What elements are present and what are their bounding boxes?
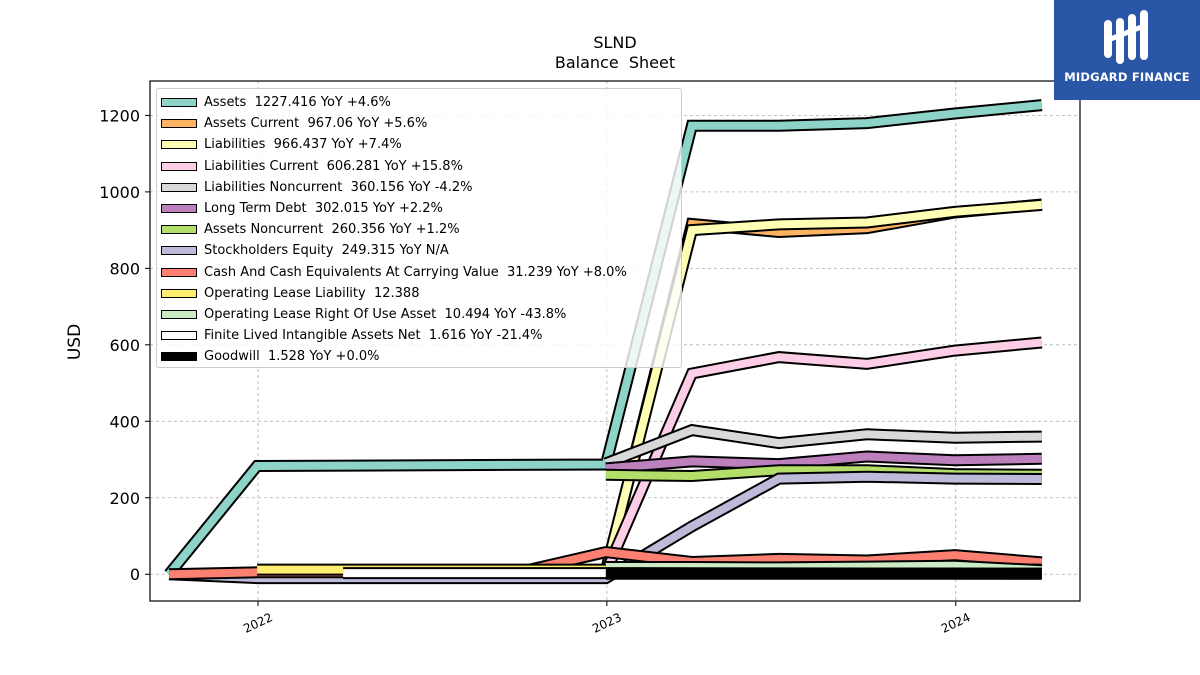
legend-label: Goodwill 1.528 YoY +0.0% (204, 349, 380, 365)
legend-swatch (161, 225, 197, 235)
legend-swatch (161, 204, 197, 214)
legend-item: Liabilities Current 606.281 YoY +15.8% (157, 156, 681, 177)
legend-item: Assets Noncurrent 260.356 YoY +1.2% (157, 219, 681, 240)
legend-item: Operating Lease Liability 12.388 (157, 283, 681, 304)
legend-label: Liabilities Current 606.281 YoY +15.8% (204, 158, 463, 174)
brand-name: MIDGARD FINANCE (1064, 70, 1190, 84)
legend-label: Liabilities 966.437 YoY +7.4% (204, 137, 402, 153)
legend-swatch (161, 119, 197, 129)
legend-item: Stockholders Equity 249.315 YoY N/A (157, 240, 681, 261)
legend-swatch (161, 246, 197, 256)
series-line (605, 561, 1043, 575)
y-tick-label: 200 (109, 489, 140, 508)
y-axis-label: USD (65, 324, 85, 360)
legend-item: Operating Lease Right Of Use Asset 10.49… (157, 304, 681, 325)
legend-label: Stockholders Equity 249.315 YoY N/A (204, 243, 449, 259)
legend-swatch (161, 182, 197, 192)
legend-item: Cash And Cash Equivalents At Carrying Va… (157, 262, 681, 283)
y-tick-label: 1200 (99, 106, 140, 125)
legend-label: Operating Lease Liability 12.388 (204, 285, 420, 301)
legend-item: Assets Current 967.06 YoY +5.6% (157, 113, 681, 134)
legend-label: Finite Lived Intangible Assets Net 1.616… (204, 328, 543, 344)
legend-item: Long Term Debt 302.015 YoY +2.2% (157, 198, 681, 219)
y-axis-ticks: 0 200 400 600 800 1000 1200 (99, 106, 150, 584)
legend-swatch (161, 352, 197, 362)
legend-item: Liabilities 966.437 YoY +7.4% (157, 134, 681, 155)
y-tick-label: 800 (109, 259, 140, 278)
series-line (605, 452, 1042, 473)
y-tick-label: 400 (109, 412, 140, 431)
legend-label: Assets 1227.416 YoY +4.6% (204, 95, 391, 111)
x-axis-ticks: 2022 2023 2024 (241, 601, 973, 636)
plot-frame (149, 80, 1081, 602)
x-tick-label: 2023 (590, 610, 624, 636)
legend-swatch (161, 288, 197, 298)
y-tick-label: 600 (109, 336, 140, 355)
legend-swatch (161, 309, 197, 319)
legend-label: Liabilities Noncurrent 360.156 YoY -4.2% (204, 179, 473, 195)
legend-swatch (161, 98, 197, 108)
legend-label: Assets Noncurrent 260.356 YoY +1.2% (204, 222, 460, 238)
legend-item: Finite Lived Intangible Assets Net 1.616… (157, 325, 681, 346)
series-line (604, 425, 1042, 468)
legend-item: Assets 1227.416 YoY +4.6% (157, 92, 681, 113)
legend-label: Assets Current 967.06 YoY +5.6% (204, 116, 428, 132)
y-tick-label: 0 (130, 565, 140, 584)
legend-label: Operating Lease Right Of Use Asset 10.49… (204, 306, 567, 322)
legend-item: Goodwill 1.528 YoY +0.0% (157, 346, 681, 367)
series-line (165, 101, 1043, 577)
chart-title: SLND (593, 33, 636, 52)
legend-swatch (161, 140, 197, 150)
legend-swatch (161, 267, 197, 277)
y-tick-label: 1000 (99, 183, 140, 202)
x-tick-label: 2022 (241, 610, 275, 636)
legend: Assets 1227.416 YoY +4.6% Assets Current … (156, 88, 682, 368)
brand-logo: MIDGARD FINANCE (1054, 0, 1200, 100)
x-tick-label: 2024 (939, 610, 973, 636)
legend-label: Long Term Debt 302.015 YoY +2.2% (204, 201, 443, 217)
legend-swatch (161, 331, 197, 341)
legend-label: Cash And Cash Equivalents At Carrying Va… (204, 264, 627, 280)
mf-monogram-icon (1104, 10, 1148, 64)
legend-item: Liabilities Noncurrent 360.156 YoY -4.2% (157, 177, 681, 198)
series-line (602, 338, 1043, 574)
chart-subtitle: Balance Sheet (555, 53, 675, 72)
plot-series (164, 99, 1043, 585)
legend-swatch (161, 161, 197, 171)
